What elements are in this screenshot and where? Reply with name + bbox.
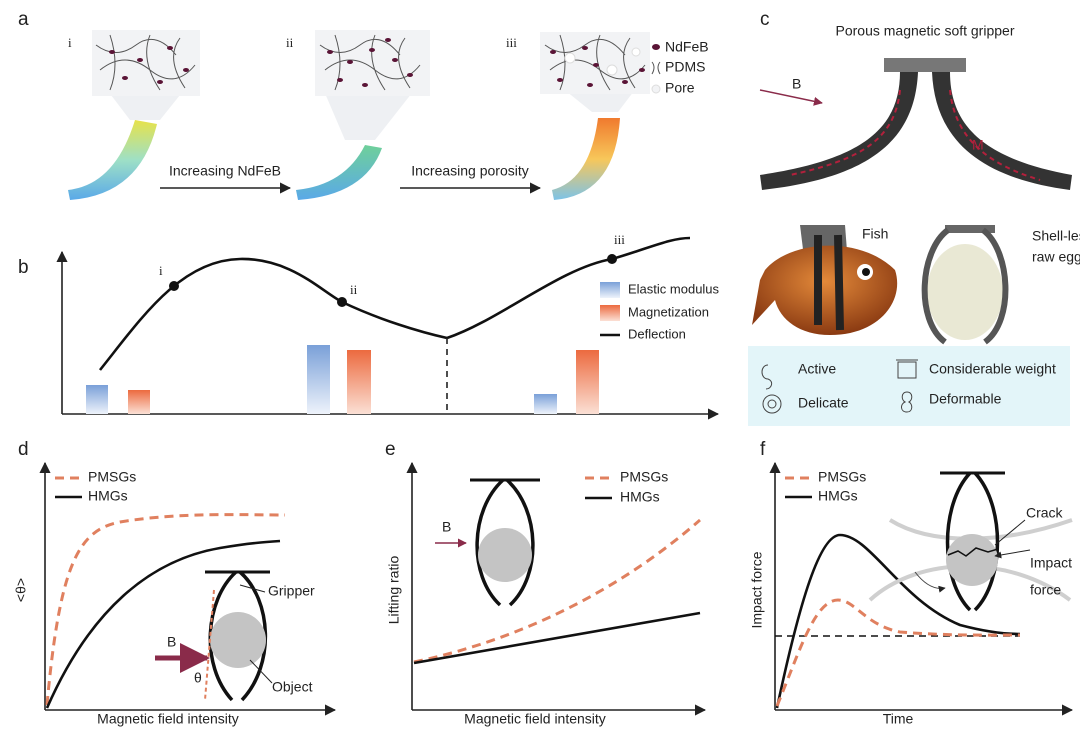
annotation: Gripper (268, 583, 315, 599)
stage-i: i (68, 30, 200, 200)
stage-label: i (68, 35, 72, 50)
arrow-label: Increasing NdFeB (169, 163, 281, 179)
panel-f: f PMSGs HMGs Impact force Time Crack Imp… (749, 439, 1074, 727)
stage-label: ii (286, 35, 294, 50)
panel-label: b (18, 257, 29, 278)
point-label: i (159, 263, 163, 278)
annotation: Object (272, 679, 313, 695)
axis-label: Lifting ratio (386, 556, 402, 625)
legend-label: PMSGs (88, 469, 136, 485)
legend-label: NdFeB (665, 39, 709, 55)
object-label: Fish (862, 226, 888, 242)
axis-label: Impact force (749, 551, 765, 628)
axis-label: <θ> (13, 578, 29, 602)
panel-label: d (18, 439, 29, 460)
axis-label: Time (883, 711, 914, 727)
axis-label: Magnetic field intensity (97, 711, 239, 727)
stage-iii: iii (506, 32, 650, 200)
feature-label: Active (798, 361, 836, 377)
arrow-label: Increasing porosity (411, 163, 529, 179)
legend-label: HMGs (88, 488, 128, 504)
feature-label: Considerable weight (929, 361, 1056, 377)
feature-label: Delicate (798, 395, 849, 411)
stage-ii: ii (286, 30, 430, 200)
object-label: raw egg (1032, 249, 1080, 265)
panel-c: c Porous magnetic soft gripper B M Fish … (748, 9, 1080, 426)
panel-label: f (760, 439, 766, 460)
point-label: iii (614, 232, 625, 247)
annotation: B (442, 519, 451, 535)
panel-b: b i ii iii Elastic modulus Magnetization… (18, 232, 720, 420)
legend-label: Deflection (628, 326, 686, 341)
legend-label: PMSGs (620, 469, 668, 485)
feature-label: Deformable (929, 391, 1002, 407)
annotation: Crack (1026, 505, 1064, 521)
legend-label: Elastic modulus (628, 281, 720, 296)
panel-e: e PMSGs HMGs Lifting ratio Magnetic fiel… (385, 439, 707, 727)
stage-label: iii (506, 35, 517, 50)
object-label: Shell-less (1032, 228, 1080, 244)
field-label: B (792, 76, 801, 92)
panel-a: a i ii iii Increasing NdFeB Increasing p… (18, 9, 709, 200)
panel-label: c (760, 9, 770, 30)
legend-label: PMSGs (818, 469, 866, 485)
panel-title: Porous magnetic soft gripper (836, 23, 1015, 39)
legend-label: Magnetization (628, 304, 709, 319)
legend-label: HMGs (818, 488, 858, 504)
legend-label: PDMS (665, 59, 705, 75)
panel-d: d PMSGs HMGs <θ> Magnetic field intensit… (13, 439, 337, 727)
panel-label: e (385, 439, 396, 460)
annotation: Impact (1030, 555, 1072, 571)
panel-label: a (18, 9, 29, 30)
annotation: force (1030, 582, 1061, 598)
legend-label: Pore (665, 80, 695, 96)
magnetization-label: M (972, 137, 984, 153)
axis-label: Magnetic field intensity (464, 711, 606, 727)
annotation: θ (194, 670, 202, 686)
point-label: ii (350, 282, 358, 297)
legend-label: HMGs (620, 489, 660, 505)
annotation: B (167, 634, 176, 650)
